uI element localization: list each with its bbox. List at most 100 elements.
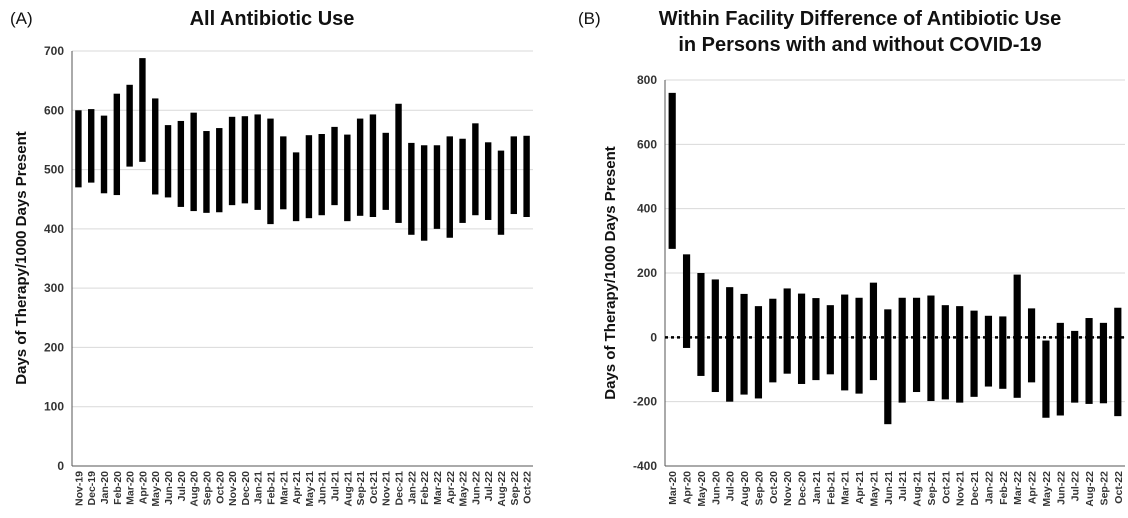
range-bar <box>216 128 223 213</box>
range-bar <box>203 131 210 213</box>
x-tick-label: May-22 <box>1041 471 1053 507</box>
panel-b-y-ticks: -400 -200 0 200 400 600 800 <box>633 73 657 473</box>
x-tick-label: Mar-22 <box>1012 471 1024 505</box>
x-tick-label: Sep-21 <box>926 471 938 506</box>
x-tick-label: Sep-21 <box>355 471 367 506</box>
y-tick-label: 400 <box>637 202 657 216</box>
range-bar <box>75 110 82 188</box>
range-bar <box>382 132 389 210</box>
range-bar <box>1085 318 1093 404</box>
x-tick-label: Jul-22 <box>1070 471 1082 502</box>
range-bar <box>797 293 806 384</box>
x-tick-label: May-21 <box>868 471 880 507</box>
x-tick-label: Jul-21 <box>897 471 909 502</box>
range-bar <box>1042 340 1050 418</box>
range-bar <box>446 136 453 238</box>
panel-a-title: All Antibiotic Use <box>190 8 355 30</box>
y-tick-label: 100 <box>44 400 64 414</box>
x-tick-label: Mar-22 <box>432 471 444 505</box>
x-tick-label: Oct-22 <box>1113 471 1125 504</box>
range-bar <box>408 142 415 235</box>
x-tick-label: Nov-20 <box>782 471 794 506</box>
x-tick-label: Jul-20 <box>176 471 188 502</box>
range-bar <box>769 298 777 383</box>
x-tick-label: Sep-22 <box>1098 471 1110 506</box>
y-tick-label: 300 <box>44 281 64 295</box>
range-bar <box>754 306 763 399</box>
x-tick-label: Apr-22 <box>445 471 457 504</box>
range-bar <box>331 126 338 206</box>
x-tick-label: Mar-21 <box>278 471 290 505</box>
x-tick-label: Jun-22 <box>1055 471 1067 505</box>
y-tick-label: 200 <box>637 266 657 280</box>
x-tick-label: Aug-21 <box>342 471 354 507</box>
panel-a-x-ticks: Nov-19 Dec-19 Jan-20 Feb-20 Mar-20 Apr-20 May-… <box>73 471 533 507</box>
x-tick-label: Jun-20 <box>163 471 175 505</box>
y-tick-label: -200 <box>633 395 657 409</box>
x-tick-label: Nov-19 <box>73 471 85 506</box>
range-bar <box>726 287 734 402</box>
range-bar <box>356 118 364 216</box>
range-bar <box>927 295 935 402</box>
x-tick-label: Apr-20 <box>682 471 694 504</box>
x-tick-label: Oct-21 <box>368 471 380 504</box>
range-bar <box>912 297 921 393</box>
x-tick-label: Aug-22 <box>1084 471 1096 507</box>
y-tick-label: -400 <box>633 459 657 473</box>
x-tick-label: Aug-21 <box>912 471 924 507</box>
x-tick-label: Dec-21 <box>969 471 981 506</box>
x-tick-label: Nov-21 <box>381 471 393 506</box>
x-tick-label: Apr-22 <box>1027 471 1039 504</box>
range-bar <box>100 115 108 194</box>
range-bar <box>1027 308 1036 383</box>
panel-b-chart: (B) Within Facility Difference of Antibi… <box>578 8 1125 507</box>
x-tick-label: Feb-21 <box>265 471 277 505</box>
range-bar <box>292 152 300 222</box>
panel-b-label: (B) <box>578 9 601 28</box>
range-bar <box>228 116 236 206</box>
x-tick-label: Aug-20 <box>189 471 201 507</box>
panel-a-chart: (A) All Antibiotic Use Days of Therapy/1… <box>10 8 534 507</box>
range-bar <box>241 116 249 204</box>
x-tick-label: Sep-22 <box>509 471 521 506</box>
range-bar <box>668 92 676 249</box>
x-tick-label: Sep-20 <box>753 471 765 506</box>
y-tick-label: 800 <box>637 73 657 87</box>
range-bar <box>164 125 172 198</box>
range-bar <box>898 297 906 403</box>
x-tick-label: May-20 <box>696 471 708 507</box>
range-bar <box>344 134 351 222</box>
range-bar <box>190 112 197 212</box>
x-tick-label: May-21 <box>304 471 316 507</box>
range-bar <box>88 109 95 183</box>
y-tick-label: 700 <box>44 44 64 58</box>
x-tick-label: Jun-21 <box>317 471 329 505</box>
x-tick-label: Jan-22 <box>406 471 418 504</box>
x-tick-label: Apr-21 <box>291 471 303 504</box>
range-bar <box>884 309 892 425</box>
y-tick-label: 200 <box>44 340 64 354</box>
range-bar <box>369 114 377 217</box>
x-tick-label: Mar-20 <box>125 471 137 505</box>
range-bar <box>1114 307 1122 417</box>
range-bar <box>1056 322 1064 416</box>
range-bar <box>841 294 849 391</box>
range-bar <box>433 145 441 229</box>
x-tick-label: Dec-20 <box>240 471 252 506</box>
range-bar <box>783 288 791 374</box>
panel-b-bars <box>668 92 1122 425</box>
y-tick-label: 600 <box>44 103 64 117</box>
range-bar <box>113 93 121 196</box>
x-tick-label: Feb-22 <box>998 471 1010 505</box>
x-tick-label: Jun-20 <box>710 471 722 505</box>
x-tick-label: May-22 <box>458 471 470 507</box>
range-bar <box>472 123 479 216</box>
range-bar <box>395 103 402 223</box>
range-bar <box>523 135 530 217</box>
range-bar <box>1071 330 1079 403</box>
range-bar <box>177 120 185 207</box>
panel-b-x-ticks: Mar-20 Apr-20 May-20 Jun-20 Jul-20 Aug-20 Sep-… <box>667 471 1125 507</box>
range-bar <box>984 315 993 387</box>
x-tick-label: Jul-22 <box>483 471 495 502</box>
